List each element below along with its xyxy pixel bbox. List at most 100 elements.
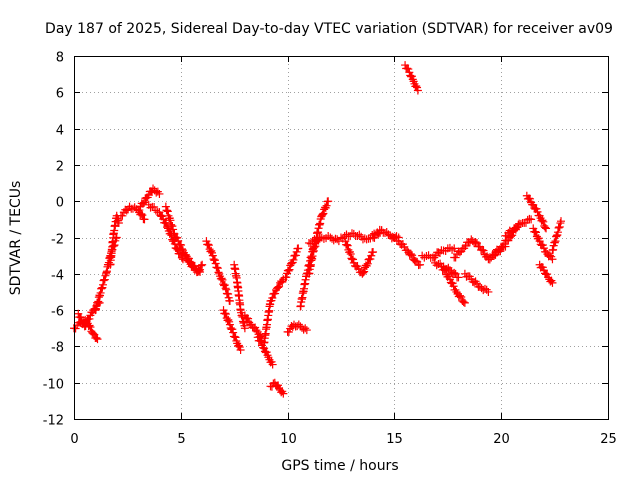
data-point-trace — [322, 201, 331, 210]
data-point-trace — [163, 207, 172, 216]
data-point-trace — [526, 194, 535, 203]
y-tick-label: -4 — [51, 269, 64, 284]
data-point-trace — [231, 333, 240, 342]
data-point-trace — [252, 326, 261, 335]
data-point-trace — [86, 323, 95, 332]
series-arc3 — [91, 233, 121, 315]
data-point-trace — [230, 332, 239, 341]
y-tick-label: 0 — [56, 196, 64, 211]
x-axis-label: GPS time / hours — [281, 458, 398, 474]
data-point-trace — [531, 227, 540, 236]
data-point-trace — [224, 289, 233, 298]
data-point-trace — [263, 351, 272, 360]
data-point — [114, 218, 123, 227]
series-arc37 — [535, 260, 557, 287]
data-point-trace — [207, 246, 216, 255]
data-point-trace — [329, 236, 338, 245]
data-point-trace — [194, 266, 203, 275]
x-tick-label: 5 — [177, 432, 185, 447]
x-tick-label: 25 — [600, 432, 617, 447]
data-point-trace — [271, 289, 280, 298]
axis-ticks: -12 -10 -8 -6 -4 -2 0 2 4 6 8 0 5 10 15 20 25 — [43, 51, 617, 448]
data-point-trace — [100, 275, 109, 284]
data-point-trace — [76, 312, 85, 321]
data-point-trace — [140, 198, 149, 207]
data-point — [221, 284, 230, 293]
data-point-trace — [218, 275, 227, 284]
series-arc36 — [529, 224, 557, 264]
series-arc24 — [369, 226, 403, 242]
data-point-trace — [556, 219, 565, 228]
y-tick-label: -8 — [51, 341, 64, 356]
data-point-trace — [549, 245, 558, 254]
data-point-trace — [224, 315, 233, 324]
data-point-trace — [412, 81, 421, 90]
data-point — [302, 326, 311, 335]
data-point-trace — [229, 328, 238, 337]
data-point — [548, 255, 557, 264]
data-point-trace — [403, 64, 412, 73]
data-point — [341, 237, 350, 246]
x-tick-label: 15 — [386, 432, 403, 447]
data-point-trace — [310, 235, 319, 244]
series-arc23 — [341, 237, 378, 278]
data-point-trace — [430, 253, 439, 262]
data-point-trace — [318, 210, 327, 219]
data-point-trace — [343, 241, 352, 250]
data-point-trace — [174, 236, 183, 245]
data-point-trace — [291, 251, 300, 260]
data-point-trace — [459, 298, 468, 307]
data-point-trace — [551, 237, 560, 246]
data-point-trace — [342, 230, 351, 239]
data-point — [89, 329, 98, 338]
data-point-trace — [204, 241, 213, 250]
data-point — [527, 215, 536, 224]
data-point-trace — [391, 233, 400, 242]
data-point-trace — [109, 241, 118, 250]
data-point-trace — [449, 282, 458, 291]
data-point-trace — [381, 229, 390, 238]
y-tick-label: 2 — [56, 160, 64, 175]
data-point — [208, 251, 217, 260]
data-point-trace — [289, 255, 298, 264]
data-point-trace — [359, 268, 368, 277]
data-point — [240, 324, 249, 333]
data-point-trace — [92, 333, 101, 342]
data-point — [225, 297, 234, 306]
data-point-trace — [98, 280, 107, 289]
data-point-trace — [282, 273, 291, 282]
chart-title: Day 187 of 2025, Sidereal Day-to-day VTE… — [45, 21, 613, 37]
data-point-trace — [219, 280, 228, 289]
data-point-trace — [404, 65, 413, 74]
data-point-trace — [543, 270, 552, 279]
data-point-trace — [88, 328, 97, 337]
data-point-trace — [284, 266, 293, 275]
data-point-trace — [277, 388, 286, 397]
data-point-trace — [342, 240, 351, 249]
data-point-trace — [406, 249, 415, 258]
data-point-trace — [77, 313, 86, 322]
data-point-trace — [101, 271, 110, 280]
series-arc38 — [548, 217, 566, 255]
data-point — [557, 217, 566, 226]
y-axis-label: SDTVAR / TECUs — [8, 181, 24, 296]
data-point — [548, 278, 557, 287]
series-arc31 — [460, 269, 493, 296]
data-point-trace — [211, 259, 220, 268]
data-point-trace — [204, 240, 213, 249]
data-point — [149, 184, 158, 193]
data-point-trace — [347, 254, 356, 263]
data-point-trace — [151, 206, 160, 215]
series-arc21 — [304, 231, 343, 248]
data-point-trace — [234, 341, 243, 350]
data-point-trace — [146, 203, 155, 212]
series-arc5 — [116, 202, 149, 224]
plot-frame — [74, 56, 609, 420]
data-point-trace — [319, 209, 328, 218]
data-point-trace — [177, 244, 186, 253]
data-point-trace — [163, 223, 172, 232]
data-point-trace — [387, 234, 396, 243]
series-arc12 — [230, 260, 249, 333]
x-tick-label: 0 — [70, 432, 78, 447]
data-point — [155, 189, 164, 198]
